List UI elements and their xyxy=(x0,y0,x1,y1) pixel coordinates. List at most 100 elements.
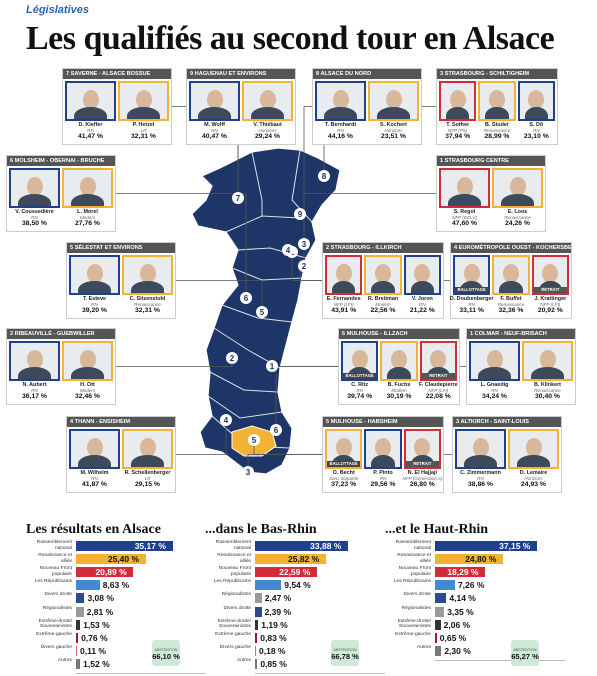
portrait-head xyxy=(26,350,43,369)
portrait-head xyxy=(449,90,466,109)
candidate-party: Renaissance xyxy=(497,302,525,307)
bar xyxy=(255,567,318,578)
portrait-shoulders xyxy=(377,107,410,119)
district-marker-circle xyxy=(226,352,238,364)
candidate-name: B. Studer xyxy=(485,122,509,128)
candidate-photo xyxy=(189,81,240,121)
bar xyxy=(435,632,437,643)
candidate-party: Horizons xyxy=(384,128,403,133)
portrait-shoulders xyxy=(251,107,284,119)
portrait-shoulders xyxy=(331,281,356,293)
portrait-head xyxy=(509,177,526,196)
candidate: C. Zimmermann RN 38,86 % xyxy=(455,429,506,488)
candidate-party: LR xyxy=(140,128,147,133)
portrait-head xyxy=(502,264,519,283)
portrait-shoulders xyxy=(18,367,51,379)
candidate-party: RN xyxy=(337,128,344,133)
portrait-head xyxy=(206,90,223,109)
candidate-score: 41,47 % xyxy=(78,133,103,140)
district-marker-number: 2 xyxy=(302,262,307,271)
candidate-score: 24,93 % xyxy=(521,481,546,488)
candidate-score: 22,56 % xyxy=(370,307,396,314)
portrait-shoulders xyxy=(127,107,160,119)
candidate-score: 32,36 % xyxy=(498,307,524,314)
portrait-shoulders xyxy=(524,107,548,119)
district-marker-number: 5 xyxy=(252,436,257,445)
bar xyxy=(255,593,262,604)
portrait-shoulders xyxy=(18,194,51,206)
candidate-score: 27,76 % xyxy=(75,220,100,227)
abstention-label: ABSTENTION xyxy=(333,648,357,652)
bar xyxy=(76,580,100,591)
bar xyxy=(255,554,326,565)
candidate: F. Buffet Renaissance 32,36 % xyxy=(492,255,530,314)
portrait-head xyxy=(335,438,352,457)
bar-category-label: Autres xyxy=(416,644,431,650)
portrait-head xyxy=(528,90,545,109)
candidate: S. Regol NFP (EELV) 47,60 % xyxy=(439,168,490,227)
portrait-head xyxy=(26,177,43,196)
candidate-name: C. Ritz xyxy=(351,382,369,388)
circonscription-header: 8 ALSACE DU NORD xyxy=(313,69,421,79)
candidate-name: R. Schellenberger xyxy=(124,470,171,476)
candidate-name: P. Pinto xyxy=(373,470,393,476)
circonscription-header: 5 MULHOUSE - HABSHEIM xyxy=(323,417,443,427)
candidate-score: 41,87 % xyxy=(82,481,107,488)
candidate-photo xyxy=(364,429,402,469)
candidate: P. Pinto RN 29,56 % xyxy=(364,429,402,488)
candidate-photo xyxy=(242,81,293,121)
candidate-photo xyxy=(380,341,418,381)
bar-category-label: Divers gauche xyxy=(40,644,72,650)
bar-category-label: Autres xyxy=(236,657,251,663)
portrait-head xyxy=(385,90,402,109)
candidate-status-tag: BALLOTTAGE xyxy=(343,373,377,379)
candidate-score: 32,31 % xyxy=(131,133,156,140)
candidate-photo xyxy=(492,168,543,208)
district-marker-circle xyxy=(270,424,282,436)
candidate: V. Coussedière RN 38,50 % xyxy=(9,168,60,227)
bar xyxy=(76,593,85,604)
district-marker-number: 4 xyxy=(286,246,291,255)
candidate-photo xyxy=(364,255,402,295)
candidate-score: 38,86 % xyxy=(468,481,493,488)
candidate-party: NFP (LFI) xyxy=(428,388,449,393)
portrait-head xyxy=(79,350,96,369)
candidate-score: 22,08 % xyxy=(425,393,451,400)
bar-value-label: 24,80 % xyxy=(465,554,497,565)
candidate-score: 39,74 % xyxy=(347,393,373,400)
candidate-score: 33,11 % xyxy=(459,307,484,314)
district-marker-circle xyxy=(242,466,254,478)
bar-value-label: 22,59 % xyxy=(279,567,311,578)
candidate: V. Joron RN 21,22 % xyxy=(403,255,441,314)
circonscription-card: 6 MOLSHEIM - OBERNAI - BRUCHE V. Coussedi… xyxy=(6,155,116,232)
candidate-party: RN xyxy=(491,388,498,393)
district-marker-circle xyxy=(282,244,294,256)
candidate-name: F. Claudepierre xyxy=(419,382,458,388)
candidate-party: RN xyxy=(419,302,426,307)
candidate-name: S. Dô xyxy=(529,122,544,128)
candidate: H. Ott Modem 32,46 % xyxy=(62,341,113,400)
candidate: E. Loos Renaissance 24,26 % xyxy=(492,168,543,227)
portrait-shoulders xyxy=(78,281,111,293)
circonscription-header: 1 COLMAR - NEUF-BRISACH xyxy=(467,329,575,339)
candidate-name: D. Doubenberger xyxy=(449,296,494,302)
circonscription-card: 3 ALTKIRCH - SAINT-LOUIS C. Zimmermann RN 3… xyxy=(452,416,562,493)
candidate: R. Breitman Modem 22,56 % xyxy=(364,255,402,314)
candidate-score: 47,60 % xyxy=(452,220,477,227)
candidate-score: 37,23 % xyxy=(331,481,357,488)
abstention-value: 65,27 % xyxy=(511,652,539,661)
portrait-head xyxy=(374,438,391,457)
portrait-head xyxy=(139,264,156,283)
circonscription-card: 4 EUROMÉTROPOLE OUEST - KOCHERSBERG BALLO… xyxy=(450,242,572,319)
candidate-score: 24,26 % xyxy=(505,220,530,227)
portrait-shoulders xyxy=(371,281,395,293)
abstention-value: 66,78 % xyxy=(331,652,359,661)
chart-axis xyxy=(255,673,385,674)
candidate-photo xyxy=(368,81,419,121)
candidate: B. Studer Renaissance 28,99 % xyxy=(478,81,516,140)
portrait-head xyxy=(259,90,276,109)
candidate-party: NFP (EELV) xyxy=(452,215,477,220)
bar-value-label: 2,81 % xyxy=(86,606,114,617)
candidate-score: 23,10 % xyxy=(523,133,549,140)
candidate-status-tag: RETRAIT xyxy=(421,373,455,379)
